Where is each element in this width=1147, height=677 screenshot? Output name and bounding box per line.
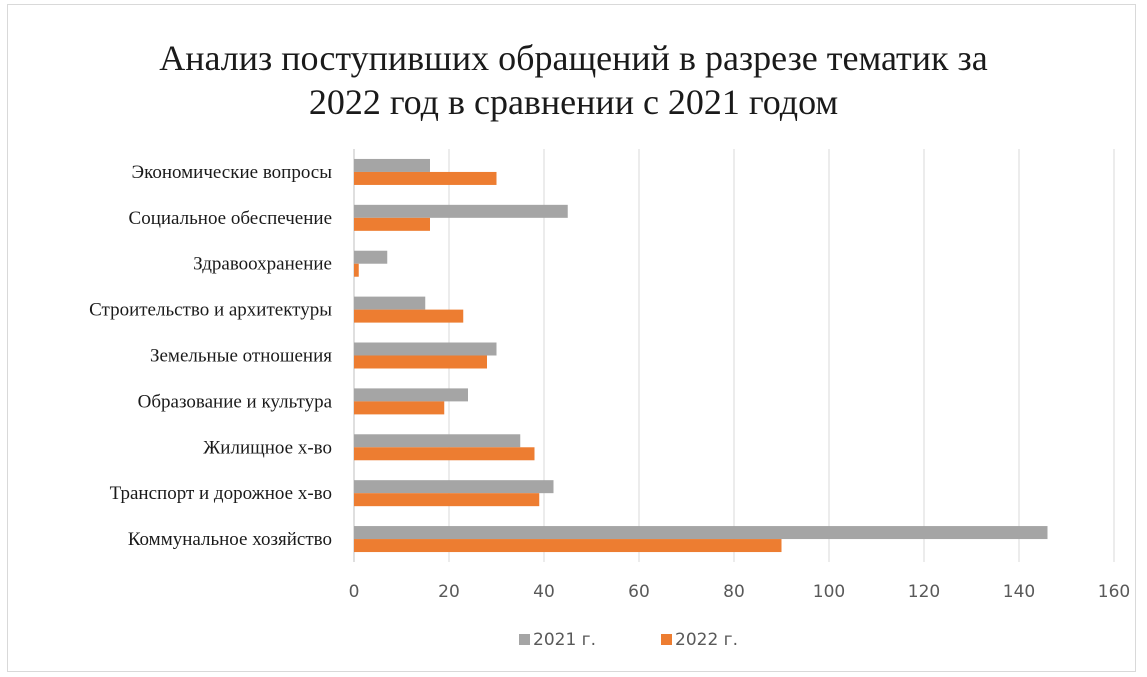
category-label: Экономические вопросы [132, 162, 333, 183]
legend-swatch [661, 634, 672, 645]
x-tick-label: 120 [908, 582, 940, 602]
category-label: Строительство и архитектуры [89, 300, 332, 321]
bars [354, 158, 1048, 553]
chart-title: Анализ поступивших обращений в разрезе т… [0, 36, 1147, 124]
bar-series-1 [354, 158, 430, 172]
bar-series-2 [354, 493, 540, 507]
category-label: Жилищное х-во [203, 437, 332, 458]
legend-swatch [519, 634, 530, 645]
bar-series-1 [354, 434, 521, 448]
x-tick-label: 60 [628, 582, 650, 602]
category-labels: Экономические вопросы Социальное обеспече… [89, 162, 332, 550]
x-tick-label: 100 [813, 582, 845, 602]
x-tick-label: 140 [1003, 582, 1035, 602]
category-label: Коммунальное хозяйство [128, 529, 332, 550]
bar-series-1 [354, 526, 1048, 540]
category-label: Транспорт и дорожное х-во [110, 483, 332, 504]
legend-label: 2022 г. [675, 630, 738, 650]
legend: 2021 г. 2022 г. [519, 630, 738, 650]
x-tick-label: 0 [349, 582, 360, 602]
bar-series-1 [354, 480, 554, 494]
bar-series-1 [354, 204, 568, 218]
chart-title-line-2: 2022 год в сравнении с 2021 годом [308, 82, 839, 122]
bar-series-2 [354, 401, 445, 415]
bar-series-2 [354, 171, 497, 185]
x-tick-label: 80 [723, 582, 745, 602]
category-label: Образование и культура [138, 391, 333, 412]
category-label: Земельные отношения [150, 346, 332, 367]
legend-label: 2021 г. [533, 630, 596, 650]
bar-series-2 [354, 447, 535, 461]
bar-series-1 [354, 296, 426, 310]
x-tick-labels: 0 20 40 60 80 100 120 140 160 [349, 582, 1131, 602]
chart-frame [7, 4, 1136, 672]
bar-series-2 [354, 309, 464, 323]
bar-series-2 [354, 539, 782, 553]
x-tick-label: 20 [438, 582, 460, 602]
bar-series-1 [354, 388, 468, 402]
bar-series-2 [354, 217, 430, 231]
chart-title-line-1: Анализ поступивших обращений в разрезе т… [159, 38, 988, 78]
x-tick-label: 160 [1098, 582, 1130, 602]
bar-series-1 [354, 342, 497, 356]
x-tick-label: 40 [533, 582, 555, 602]
bar-series-1 [354, 250, 388, 264]
bar-series-2 [354, 355, 487, 369]
category-label: Здравоохранение [193, 254, 332, 275]
bar-series-2 [354, 263, 359, 277]
category-label: Социальное обеспечение [129, 208, 332, 229]
